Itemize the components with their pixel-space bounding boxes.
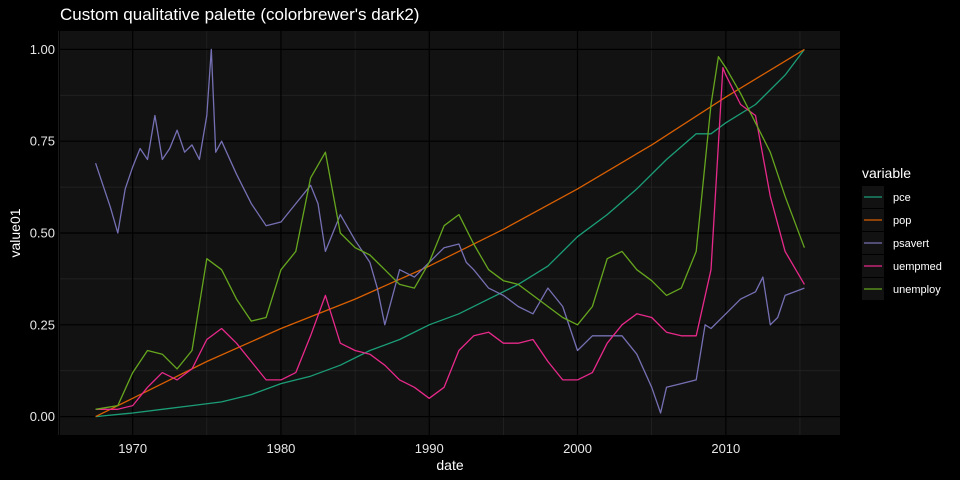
legend-label-pop: pop <box>893 215 911 227</box>
x-tick-label: 2010 <box>711 441 740 456</box>
series-lines <box>94 48 806 418</box>
y-tick-label: 0.25 <box>30 317 55 332</box>
y-axis-label: value01 <box>7 208 23 257</box>
x-axis-label: date <box>436 457 463 473</box>
x-tick-labels: 1970 1980 1990 2000 2010 <box>118 441 740 456</box>
legend-label-uempmed: uempmed <box>893 261 942 273</box>
y-tick-label: 1.00 <box>30 42 55 57</box>
y-tick-label: 0.00 <box>30 409 55 424</box>
grid-lines <box>58 31 840 435</box>
y-tick-label: 0.50 <box>30 226 55 241</box>
legend-label-unemploy: unemploy <box>893 284 941 296</box>
x-tick-label: 1980 <box>266 441 295 456</box>
series-line-unemploy <box>95 56 806 410</box>
chart-title: Custom qualitative palette (colorbrewer'… <box>60 5 419 24</box>
legend: variable pce pop psavert uempmed unemploy <box>862 165 942 300</box>
legend-title: variable <box>862 165 911 181</box>
legend-label-psavert: psavert <box>893 238 929 250</box>
x-tick-label: 1970 <box>118 441 147 456</box>
x-tick-label: 2000 <box>563 441 592 456</box>
y-tick-label: 0.75 <box>30 134 55 149</box>
series-line-pop <box>95 48 805 418</box>
series-line-psavert <box>94 48 805 414</box>
x-tick-label: 1990 <box>415 441 444 456</box>
series-line-uempmed <box>95 67 805 410</box>
y-tick-labels: 0.00 0.25 0.50 0.75 1.00 <box>30 42 55 424</box>
legend-label-pce: pce <box>893 192 911 204</box>
